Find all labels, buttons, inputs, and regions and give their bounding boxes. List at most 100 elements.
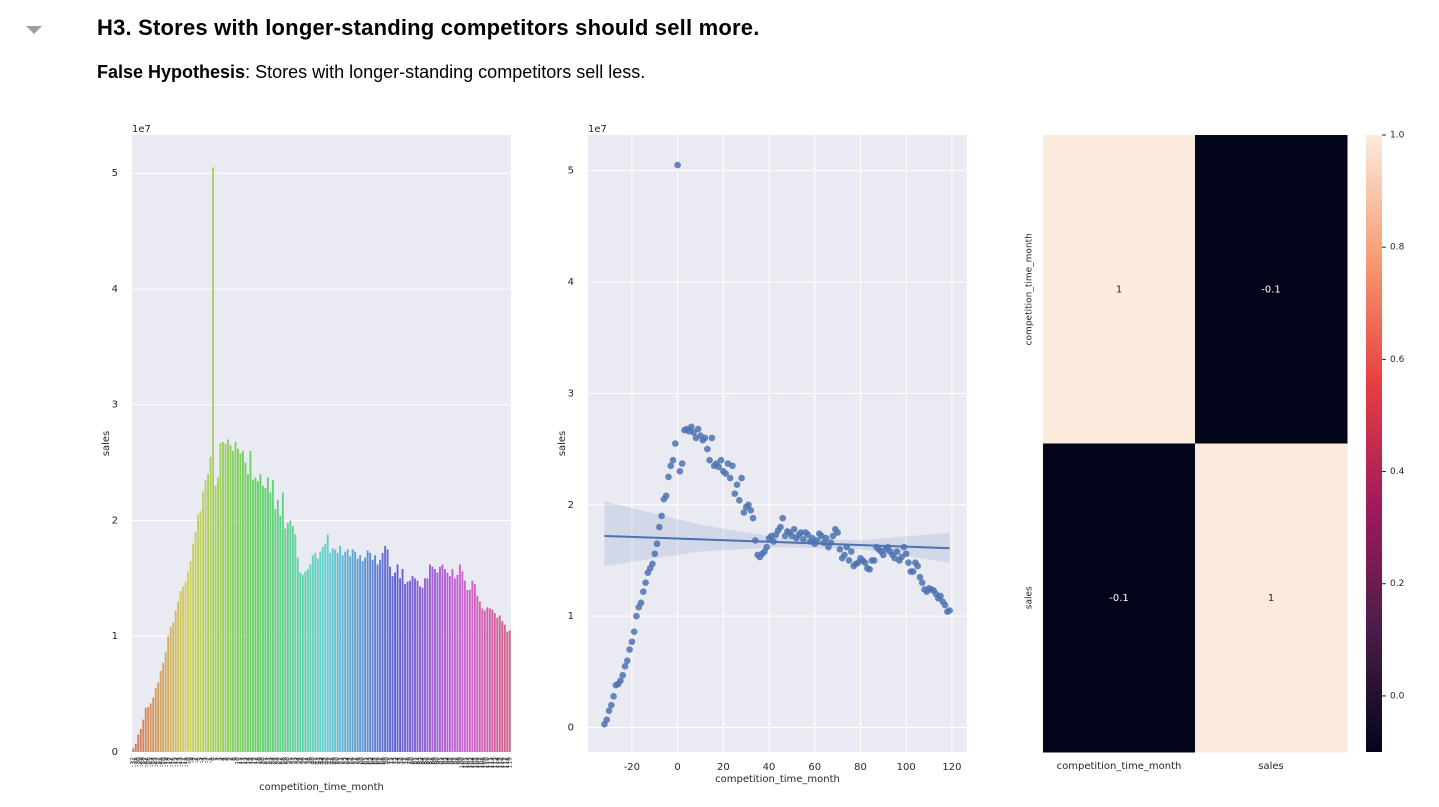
point <box>937 592 944 600</box>
x-tick-label: 114 <box>494 757 501 769</box>
bar <box>199 511 202 752</box>
point <box>676 468 684 475</box>
bar <box>376 564 379 752</box>
point <box>722 470 729 477</box>
bar <box>217 477 219 752</box>
y-tick-label: 1 <box>112 631 118 642</box>
bar <box>189 560 192 752</box>
x-tick-label: -7 <box>192 757 199 763</box>
bar <box>311 555 314 752</box>
point <box>946 607 953 614</box>
cell-annotation: 1 <box>1268 593 1274 604</box>
x-tick-label: 11 <box>237 757 244 765</box>
point <box>667 462 675 470</box>
bar <box>284 528 287 752</box>
x-tick-label: 16 <box>249 757 256 765</box>
x-tick-label: 19 <box>257 757 264 765</box>
bar <box>491 609 494 752</box>
x-tick-label: -26 <box>145 757 152 767</box>
y-tick-label: 5 <box>568 166 574 177</box>
bar <box>232 451 234 752</box>
x-tick-label: 94 <box>444 757 451 765</box>
x-tick-label: 36 <box>299 757 306 765</box>
x-tick-label: 13 <box>242 757 249 765</box>
point <box>688 423 695 431</box>
point <box>829 532 837 540</box>
colorbar-tick-label: 0.2 <box>1390 579 1404 589</box>
x-tick-label: -22 <box>155 757 162 767</box>
x-tick-label: 65 <box>372 757 379 765</box>
regression-line <box>604 534 950 550</box>
bar <box>259 474 262 752</box>
bar <box>266 477 269 752</box>
point <box>909 568 917 575</box>
bar <box>424 578 426 752</box>
point <box>621 662 629 670</box>
bar <box>144 708 147 752</box>
bar <box>463 580 466 752</box>
bar <box>319 551 322 752</box>
bar <box>334 549 337 752</box>
bar <box>159 670 162 752</box>
y-tick-label: 3 <box>112 400 118 411</box>
bar <box>246 474 249 752</box>
bar <box>414 578 416 752</box>
bar <box>354 551 357 752</box>
bar <box>251 479 254 752</box>
point <box>640 588 647 595</box>
bar <box>192 543 195 752</box>
point <box>630 628 638 636</box>
point <box>701 434 709 442</box>
bar <box>182 586 185 752</box>
bar <box>441 564 444 752</box>
x-tick-label: 110 <box>484 757 491 769</box>
bar <box>222 441 224 752</box>
x-tick-label: 112 <box>489 757 496 769</box>
point <box>674 161 681 169</box>
bar <box>177 601 180 752</box>
x-tick-label: 87 <box>426 757 433 765</box>
point <box>690 429 697 436</box>
point <box>704 445 711 453</box>
x-tick-label: 118 <box>504 757 511 769</box>
x-tick-label: 17 <box>252 757 259 765</box>
point <box>637 599 645 607</box>
x-tick-label: 5 <box>222 757 229 761</box>
bar <box>421 587 424 752</box>
bar <box>396 564 399 752</box>
x-tick-label: 120 <box>942 762 961 773</box>
x-tick-label: 84 <box>419 757 426 765</box>
x-tick-label: 75 <box>397 757 404 765</box>
bar <box>443 569 446 752</box>
point <box>651 550 659 558</box>
x-tick-label: -2 <box>205 757 212 763</box>
x-tick-label: 76 <box>399 757 406 765</box>
x-tick-label: -28 <box>140 757 147 767</box>
plot-background <box>588 135 967 752</box>
bar <box>244 462 247 752</box>
y-tick-label: 0 <box>568 722 574 733</box>
point <box>672 440 679 447</box>
bar <box>301 574 304 752</box>
collapse-toggle[interactable] <box>26 26 42 36</box>
bar <box>384 545 387 752</box>
y-tick-label: 1 <box>568 611 574 622</box>
bar <box>276 499 279 752</box>
x-tick-label: 113 <box>491 757 498 769</box>
x-tick-label: 8 <box>229 757 236 761</box>
column-label: competition_time_month <box>1057 761 1182 772</box>
x-tick-label: 40 <box>763 762 776 773</box>
x-tick-label: -20 <box>160 757 167 767</box>
x-tick-label: 104 <box>469 757 476 769</box>
bar <box>291 526 294 752</box>
bar <box>493 613 496 752</box>
x-tick-label: 6 <box>224 757 231 761</box>
point <box>870 557 878 564</box>
x-tick-label: 47 <box>327 757 334 765</box>
point <box>633 612 640 620</box>
x-tick-label: 33 <box>292 757 299 765</box>
bar <box>419 586 421 752</box>
heatmap-cell <box>1043 135 1196 444</box>
column-label: sales <box>1258 761 1283 772</box>
point <box>866 566 873 573</box>
